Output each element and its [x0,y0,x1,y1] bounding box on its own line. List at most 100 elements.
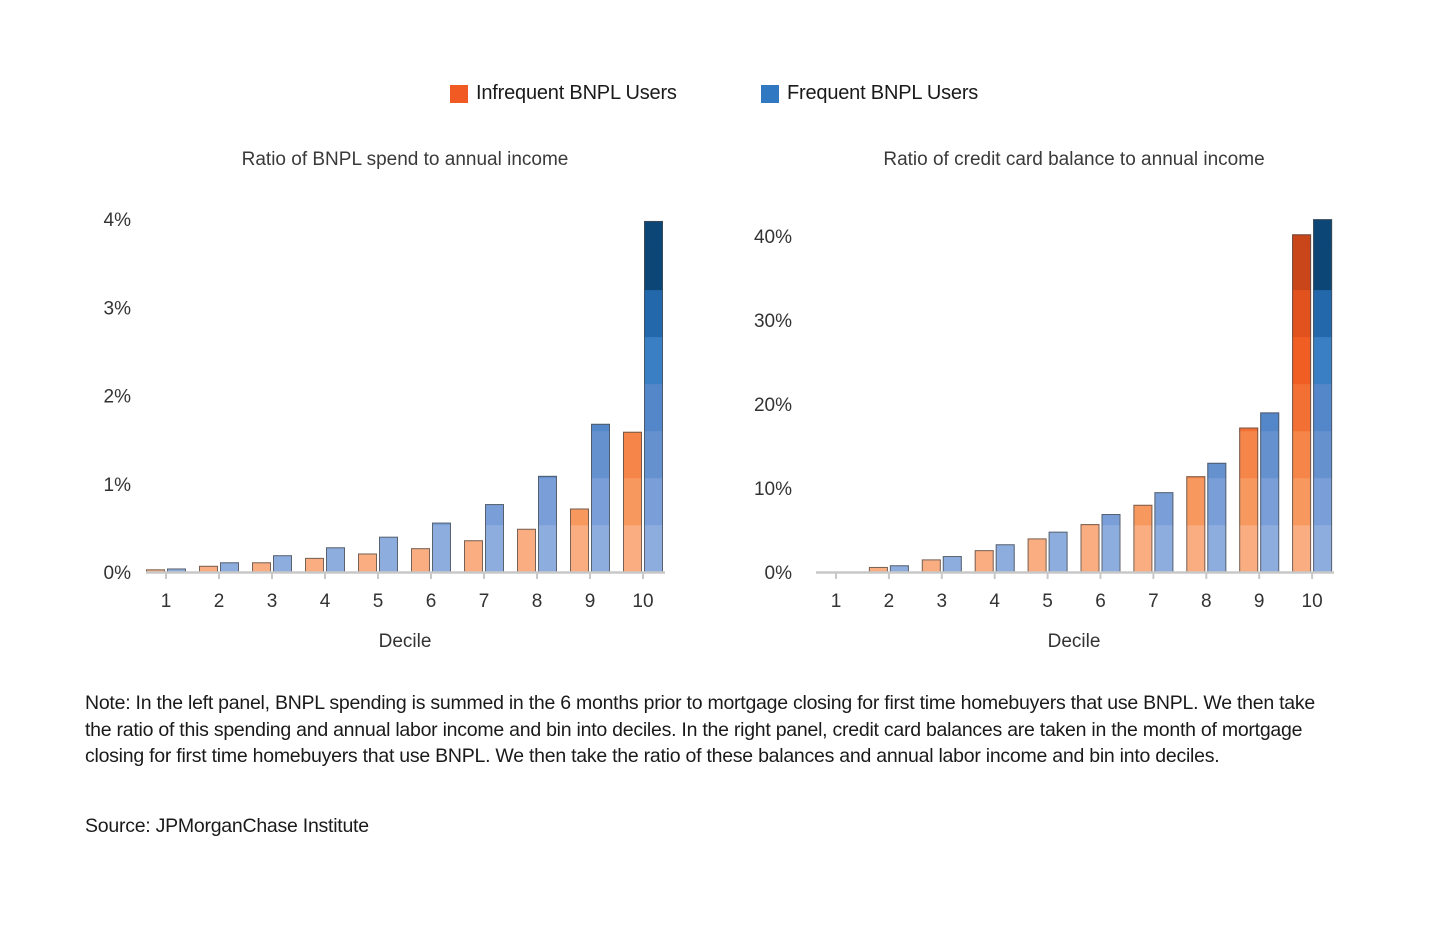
bar-band [220,562,239,573]
right-x-tick-label: 3 [937,591,948,612]
bar-band [1239,427,1259,432]
left-x-tick-label: 8 [532,591,543,612]
bar-band [942,556,962,573]
bar-band [1207,524,1227,573]
bar-band [1292,383,1312,432]
bar-band [1313,336,1333,385]
bar-band [517,528,536,573]
bar-band [889,565,909,573]
bar-band [623,477,642,526]
right-x-tick-label: 5 [1042,591,1053,612]
bar-band [570,524,589,573]
bar-band [1048,531,1068,573]
bar-frequent-decile-8 [1207,462,1227,573]
left-y-axis: 0% 1% 2% 3% 4% [104,210,132,584]
bar-frequent-decile-6 [1101,514,1121,573]
bar-infrequent-decile-10 [1292,234,1312,573]
bar-band [485,524,504,573]
bar-band [921,559,941,573]
right-x-tick-label: 4 [989,591,1000,612]
legend-item-frequent: Frequent BNPL Users [761,82,978,105]
bar-band [1186,524,1206,573]
right-y-tick-label: 30% [754,311,792,332]
bar-band [1292,477,1312,526]
bar-band [1313,289,1333,338]
right-y-tick-label: 40% [754,227,792,248]
bar-band [1260,430,1280,479]
bar-band [1239,477,1259,526]
bar-band [644,430,663,479]
left-y-tick-label: 4% [104,210,132,231]
bar-frequent-decile-9 [591,423,610,573]
left-y-tick-label: 2% [104,387,132,408]
chart-source: Source: JPMorganChase Institute [85,815,369,837]
bar-band [1239,524,1259,573]
bar-frequent-decile-5 [379,536,398,573]
right-x-tick-label: 6 [1095,591,1106,612]
bar-band [1133,524,1153,573]
bar-band [995,544,1015,573]
bar-band [538,477,557,526]
left-y-tick-label: 1% [104,475,132,496]
bar-band [1292,289,1312,338]
left-bars [146,220,663,573]
bar-band [623,524,642,573]
bar-band [1313,219,1333,244]
bar-band [411,548,430,573]
bar-band [432,524,451,573]
bar-infrequent-decile-8 [517,528,536,573]
left-x-tick-label: 3 [267,591,278,612]
bar-band [591,477,610,526]
bar-band [485,504,504,526]
bar-band [1154,492,1174,526]
bar-frequent-decile-10 [1313,219,1333,573]
bar-band [538,475,557,479]
bar-band [146,569,165,573]
bar-band [591,524,610,573]
bar-band [273,555,292,573]
bar-band [570,508,589,526]
right-x-tick-label: 8 [1201,591,1212,612]
left-x-tick-label: 6 [426,591,437,612]
bar-band [1027,538,1047,573]
bar-frequent-decile-6 [432,522,451,573]
bar-infrequent-decile-4 [305,557,324,573]
right-x-tick-label: 7 [1148,591,1159,612]
left-chart-bnpl-spend: Ratio of BNPL spend to annual income 0% 1… [104,149,665,652]
bar-band [1292,336,1312,385]
bar-infrequent-decile-8 [1186,476,1206,573]
right-y-tick-label: 10% [754,479,792,500]
left-x-axis-label: Decile [379,631,432,652]
bar-frequent-decile-8 [538,475,557,573]
bar-band [1101,524,1121,573]
bar-band [644,289,663,338]
bar-band [591,430,610,479]
bar-band [199,565,218,573]
right-x-axis: 1 2 3 4 5 6 7 8 9 10 [816,571,1334,612]
chart-legend: Infrequent BNPL Users Frequent BNPL User… [0,82,1440,108]
bar-infrequent-decile-4 [974,550,994,573]
bar-band [1260,524,1280,573]
bar-infrequent-decile-5 [358,553,377,573]
left-y-tick-label: 3% [104,298,132,319]
bar-band [1292,234,1312,244]
bar-frequent-decile-2 [220,562,239,573]
bar-frequent-decile-2 [889,565,909,573]
left-x-tick-label: 9 [585,591,596,612]
bar-frequent-decile-3 [273,555,292,573]
bar-band [1239,430,1259,479]
bar-band [1154,524,1174,573]
left-x-tick-label: 5 [373,591,384,612]
bar-band [644,242,663,291]
bar-band [1133,504,1153,526]
right-x-tick-label: 1 [831,591,842,612]
bar-frequent-decile-4 [326,547,345,573]
right-chart-title: Ratio of credit card balance to annual i… [883,149,1264,170]
bar-band [252,562,271,573]
bar-band [538,524,557,573]
bar-infrequent-decile-9 [1239,427,1259,573]
left-x-tick-label: 2 [214,591,225,612]
bar-band [358,553,377,573]
bar-infrequent-decile-7 [464,540,483,573]
bar-infrequent-decile-9 [570,508,589,573]
